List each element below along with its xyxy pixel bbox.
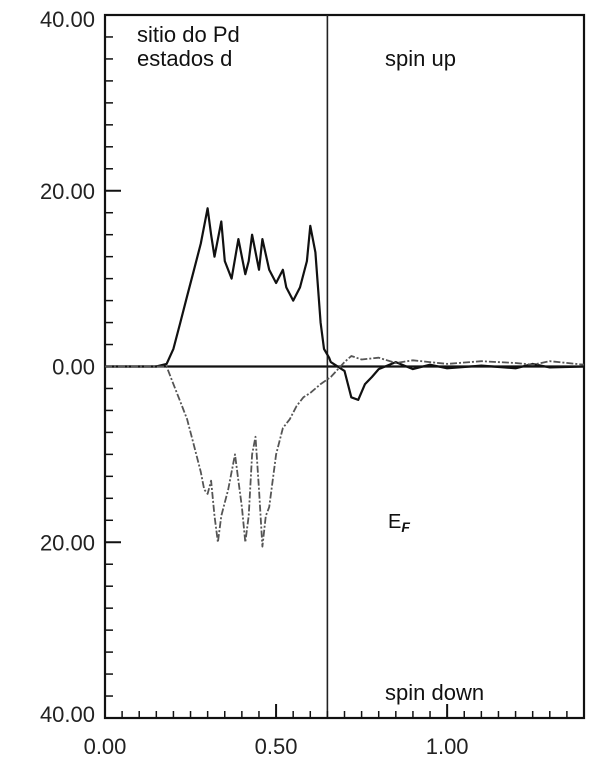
site-label-line1: sitio do Pd bbox=[137, 22, 240, 47]
y-tick-label: 20.00 bbox=[40, 179, 95, 204]
x-tick-labels: 0.00 0.50 1.00 bbox=[84, 734, 469, 759]
x-tick-label: 0.50 bbox=[255, 734, 298, 759]
fermi-energy-symbol: E bbox=[388, 511, 401, 533]
y-tick-label: 40.00 bbox=[40, 7, 95, 32]
spin-up-label: spin up bbox=[385, 46, 456, 71]
y-tick-labels: 40.00 20.00 0.00 20.00 40.00 bbox=[40, 7, 95, 727]
x-tick-label: 1.00 bbox=[426, 734, 469, 759]
fermi-energy-subscript: F bbox=[401, 519, 410, 535]
y-tick-label: 20.00 bbox=[40, 530, 95, 555]
series-spin-down-line bbox=[105, 355, 585, 548]
x-tick-label: 0.00 bbox=[84, 734, 127, 759]
spin-down-label: spin down bbox=[385, 680, 484, 705]
minor-ticks bbox=[104, 14, 585, 719]
fermi-energy-label: EF bbox=[388, 511, 410, 535]
series-group bbox=[105, 207, 585, 548]
site-label-line2: estados d bbox=[137, 46, 232, 71]
y-tick-label: 0.00 bbox=[52, 355, 95, 380]
y-tick-label: 40.00 bbox=[40, 702, 95, 727]
series-spin-up-line bbox=[105, 207, 585, 401]
